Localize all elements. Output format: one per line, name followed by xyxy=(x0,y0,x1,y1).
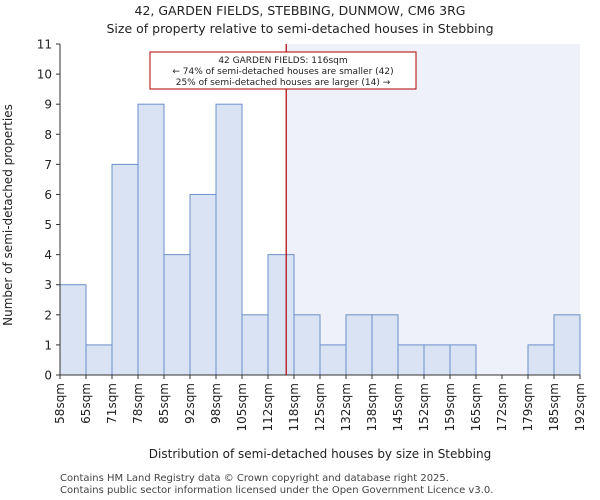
x-tick-label: 65sqm xyxy=(79,383,93,424)
y-tick-label: 7 xyxy=(44,158,52,172)
histogram-bar xyxy=(345,314,373,376)
histogram-bar xyxy=(423,344,451,376)
x-tick-label: 125sqm xyxy=(313,383,327,431)
x-tick-label: 71sqm xyxy=(105,383,119,424)
x-tick-label: 112sqm xyxy=(261,383,275,431)
histogram-bar xyxy=(215,103,243,376)
annotation-line-3: 25% of semi-detached houses are larger (… xyxy=(176,78,391,88)
x-tick-label: 98sqm xyxy=(209,383,223,424)
histogram-bar xyxy=(267,254,295,376)
histogram-bar xyxy=(449,344,477,376)
y-tick-label: 10 xyxy=(37,68,52,82)
histogram-bar xyxy=(397,344,425,376)
annotation-line-2: ← 74% of semi-detached houses are smalle… xyxy=(172,67,393,77)
y-tick-label: 0 xyxy=(44,369,52,383)
y-tick-label: 11 xyxy=(37,38,52,52)
x-axis-label: Distribution of semi-detached houses by … xyxy=(149,447,491,461)
y-tick-label: 9 xyxy=(44,98,52,112)
y-tick-label: 6 xyxy=(44,188,52,202)
chart-title: 42, GARDEN FIELDS, STEBBING, DUNMOW, CM6… xyxy=(134,3,466,18)
x-tick-label: 179sqm xyxy=(521,383,535,431)
y-tick-label: 5 xyxy=(44,218,52,232)
annotation-line-1: 42 GARDEN FIELDS: 116sqm xyxy=(218,56,347,66)
histogram-bar xyxy=(371,314,399,376)
x-tick-label: 78sqm xyxy=(131,383,145,424)
histogram-bar xyxy=(59,284,87,376)
y-tick-label: 1 xyxy=(44,338,52,352)
x-tick-label: 105sqm xyxy=(235,383,249,431)
chart-subtitle: Size of property relative to semi-detach… xyxy=(106,21,494,36)
x-tick-label: 165sqm xyxy=(469,383,483,431)
x-tick-label: 85sqm xyxy=(157,383,171,424)
histogram-bar xyxy=(293,314,321,376)
y-axis-label: Number of semi-detached properties xyxy=(1,104,15,326)
x-tick-label: 192sqm xyxy=(573,383,587,431)
x-tick-label: 159sqm xyxy=(443,383,457,431)
histogram-bar xyxy=(163,254,191,376)
larger-region-shading xyxy=(286,44,580,375)
x-tick-label: 185sqm xyxy=(547,383,561,431)
histogram-bar xyxy=(319,344,347,376)
x-tick-label: 138sqm xyxy=(365,383,379,431)
x-tick-label: 152sqm xyxy=(417,383,431,431)
y-tick-label: 3 xyxy=(44,278,52,292)
footer-licence: Contains public sector information licen… xyxy=(60,485,494,496)
x-tick-label: 92sqm xyxy=(183,383,197,424)
footer-copyright: Contains HM Land Registry data © Crown c… xyxy=(60,473,449,484)
x-tick-label: 132sqm xyxy=(339,383,353,431)
histogram-bar xyxy=(241,314,269,376)
y-tick-label: 8 xyxy=(44,128,52,142)
x-tick-label: 145sqm xyxy=(391,383,405,431)
histogram-bar xyxy=(189,193,217,376)
histogram-bar xyxy=(527,344,555,376)
x-tick-label: 118sqm xyxy=(287,383,301,431)
y-tick-label: 2 xyxy=(44,308,52,322)
histogram-bar xyxy=(553,314,581,376)
x-tick-label: 172sqm xyxy=(495,383,509,431)
x-tick-label: 58sqm xyxy=(53,383,67,424)
histogram-bar xyxy=(111,163,139,376)
annotation-box xyxy=(149,51,417,90)
histogram-bar xyxy=(137,103,165,376)
y-tick-label: 4 xyxy=(44,248,52,262)
histogram-bar xyxy=(85,344,113,376)
